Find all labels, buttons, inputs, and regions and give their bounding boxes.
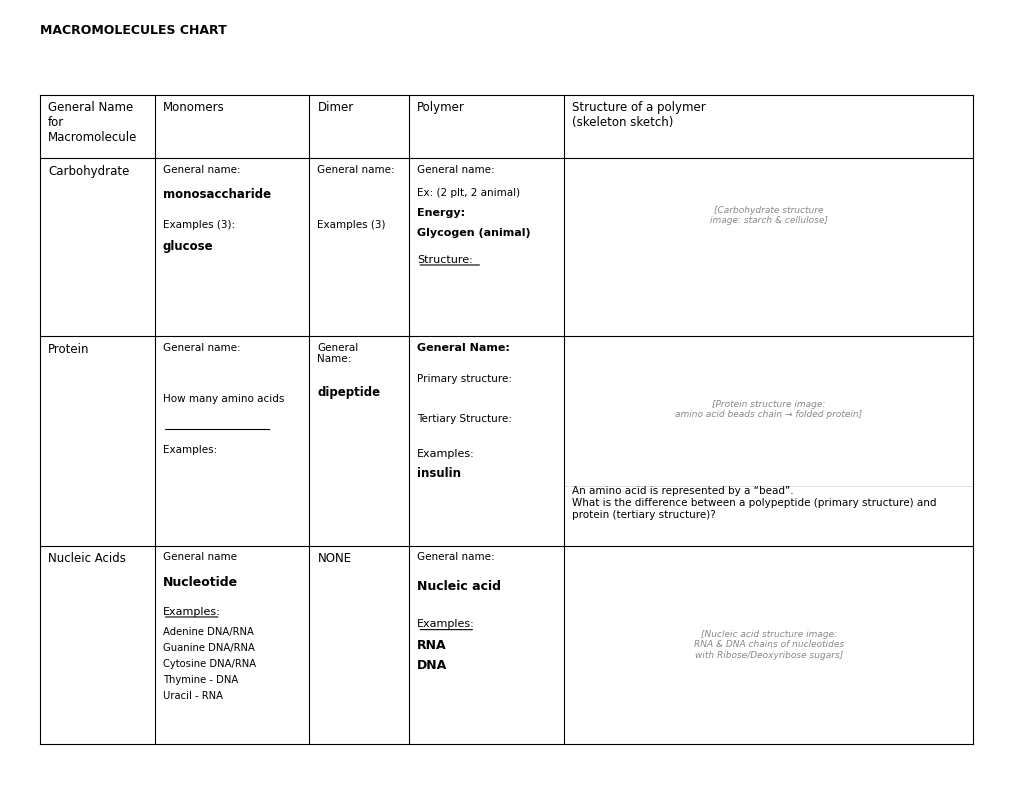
Text: Structure:: Structure:: [418, 255, 473, 266]
Text: An amino acid is represented by a “bead”.
What is the difference between a polyp: An amino acid is represented by a “bead”…: [572, 486, 937, 520]
Text: General name:: General name:: [418, 165, 495, 175]
Text: Examples (3):: Examples (3):: [163, 220, 234, 230]
Text: glucose: glucose: [163, 240, 213, 252]
Text: monosaccharide: monosaccharide: [163, 188, 271, 201]
Text: Energy:: Energy:: [418, 208, 466, 218]
Text: Thymine - DNA: Thymine - DNA: [163, 675, 238, 685]
Text: Nucleotide: Nucleotide: [163, 576, 238, 589]
Text: Ex: (2 plt, 2 animal): Ex: (2 plt, 2 animal): [418, 188, 520, 199]
Text: Primary structure:: Primary structure:: [418, 374, 512, 384]
Text: Examples:: Examples:: [418, 619, 475, 630]
Text: Carbohydrate: Carbohydrate: [48, 165, 129, 177]
Text: Examples:: Examples:: [418, 449, 475, 460]
Text: Nucleic acid: Nucleic acid: [418, 580, 502, 592]
Text: Uracil - RNA: Uracil - RNA: [163, 691, 223, 701]
Text: Protein: Protein: [48, 343, 89, 355]
Text: Dimer: Dimer: [317, 101, 353, 114]
Text: General name:: General name:: [163, 165, 241, 175]
Text: Tertiary Structure:: Tertiary Structure:: [418, 414, 512, 424]
Text: NONE: NONE: [317, 552, 351, 565]
Text: Structure of a polymer
(skeleton sketch): Structure of a polymer (skeleton sketch): [572, 101, 706, 129]
Text: Examples:: Examples:: [163, 445, 217, 456]
Text: General name:: General name:: [418, 552, 495, 562]
Text: MACROMOLECULES CHART: MACROMOLECULES CHART: [40, 24, 226, 36]
Text: DNA: DNA: [418, 659, 447, 672]
Text: How many amino acids: How many amino acids: [163, 394, 284, 404]
Text: Monomers: Monomers: [163, 101, 224, 114]
Text: Adenine DNA/RNA: Adenine DNA/RNA: [163, 627, 254, 638]
Text: General Name
for
Macromolecule: General Name for Macromolecule: [48, 101, 137, 144]
Text: General name:: General name:: [317, 165, 395, 175]
Text: General name: General name: [163, 552, 237, 562]
Bar: [564, 158, 974, 336]
Bar: [564, 336, 974, 486]
Text: Examples:: Examples:: [163, 607, 220, 618]
Text: General Name:: General Name:: [418, 343, 510, 353]
Text: [Protein structure image:
amino acid beads chain → folded protein]: [Protein structure image: amino acid bea…: [675, 399, 862, 419]
Text: Nucleic Acids: Nucleic Acids: [48, 552, 126, 565]
Text: General name:: General name:: [163, 343, 241, 353]
Text: RNA: RNA: [418, 639, 446, 652]
Text: dipeptide: dipeptide: [317, 386, 381, 399]
Text: Polymer: Polymer: [418, 101, 465, 114]
Text: [Carbohydrate structure
image: starch & cellulose]: [Carbohydrate structure image: starch & …: [710, 206, 827, 225]
Text: Guanine DNA/RNA: Guanine DNA/RNA: [163, 643, 255, 653]
Text: General
Name:: General Name:: [317, 343, 358, 364]
Text: Cytosine DNA/RNA: Cytosine DNA/RNA: [163, 659, 256, 669]
Text: insulin: insulin: [418, 467, 462, 480]
Text: [Nucleic acid structure image:
RNA & DNA chains of nucleotides
with Ribose/Deoxy: [Nucleic acid structure image: RNA & DNA…: [693, 630, 844, 660]
Text: Glycogen (animal): Glycogen (animal): [418, 228, 530, 238]
Text: Examples (3): Examples (3): [317, 220, 386, 230]
